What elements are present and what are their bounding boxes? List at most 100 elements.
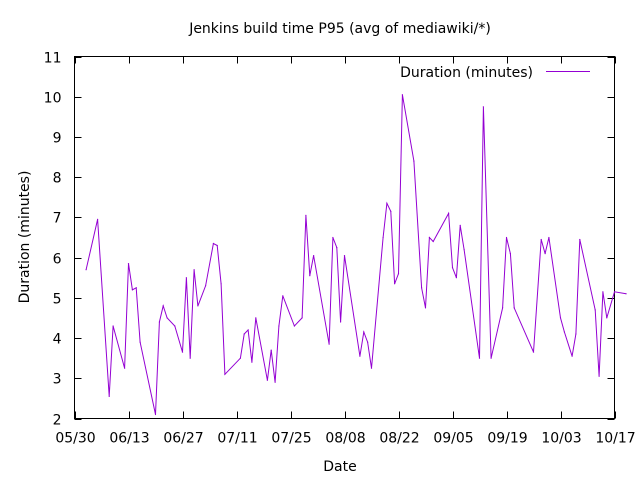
data-point [459,224,461,226]
data-point [247,329,249,331]
data-point [309,275,311,277]
data-point [532,351,535,353]
data-point [255,317,257,319]
data-point [212,242,214,245]
data-point [197,305,199,307]
data-point [185,277,187,279]
data-point [455,277,457,279]
x-tick-label: 05/30 [55,431,95,447]
y-axis: 2 3 4 5 6 7 8 9 10 11 [44,51,615,429]
data-point [305,214,307,216]
data-point [340,321,342,323]
data-point [313,255,315,257]
series-layer [85,94,627,416]
data-point [274,381,276,383]
data-point [509,253,511,255]
data-point [602,291,604,293]
data-point [359,355,361,357]
data-point [85,269,87,271]
data-point [394,283,396,285]
data-point [367,341,369,343]
data-point [386,202,388,204]
data-point [390,210,392,212]
x-tick-label: 09/19 [487,431,527,447]
data-point [463,249,465,251]
x-tick-label: 08/08 [325,431,365,447]
data-point [124,367,126,369]
y-tick-label: 10 [44,91,62,107]
data-point [181,351,184,353]
data-point [563,331,566,333]
x-axis: 05/30 06/13 06/27 07/11 07/25 08/08 08/22 09/05… [55,56,636,447]
data-point [328,343,330,345]
data-point [397,273,400,275]
x-axis-title: Date [323,459,356,475]
plot-area [74,56,615,419]
legend-label: Duration (minutes) [400,65,533,81]
data-point [193,269,195,271]
data-point [166,317,168,319]
x-tick-label: 10/03 [541,431,581,447]
data-point [513,307,515,309]
y-tick-label: 3 [53,372,62,388]
data-point [625,293,627,295]
data-point [270,349,272,351]
x-tick-label: 07/11 [217,431,257,447]
data-point [370,367,373,369]
data-point [428,236,430,239]
data-point [613,291,616,293]
data-point [127,263,130,265]
plot-frame [74,56,615,419]
data-point [559,317,562,319]
data-point [544,253,546,255]
data-point [482,106,484,108]
y-tick-label: 6 [53,252,62,268]
chart-title: Jenkins build time P95 (avg of mediawiki… [188,21,491,37]
data-point [266,379,268,381]
data-point [598,375,600,377]
y-tick-label: 5 [53,292,62,308]
data-point [108,395,110,397]
y-tick-label: 11 [44,51,62,67]
data-point [112,325,114,327]
data-point [401,94,403,96]
legend: Duration (minutes) [400,65,590,81]
data-point [243,333,245,335]
data-point [382,236,384,239]
data-point [220,283,222,285]
data-point [251,361,253,363]
y-tick-label: 4 [53,332,62,348]
data-point [154,413,157,416]
series-line-0 [85,94,627,415]
data-point [278,325,280,327]
y-tick-label: 9 [53,131,62,147]
data-point [216,244,218,247]
data-point [282,295,284,297]
data-point [97,218,99,220]
data-point [224,373,226,375]
data-point [162,305,164,307]
x-tick-label: 08/22 [379,431,419,447]
y-tick-label: 7 [53,211,62,227]
data-point [421,287,423,289]
data-point [478,357,481,359]
y-axis-title: Duration (minutes) [17,171,33,304]
data-point [606,317,608,319]
data-point [540,238,542,241]
x-tick-label: 07/25 [271,431,311,447]
data-point [205,285,207,287]
y-tick-label: 8 [53,171,62,187]
data-point [332,236,334,239]
data-point [505,236,508,239]
data-point [579,238,581,241]
data-point [571,355,573,357]
data-point [502,307,504,309]
data-point [336,247,338,249]
data-point [189,357,191,359]
data-point [575,333,577,335]
data-point [301,317,303,319]
data-point [451,267,454,269]
data-point [239,357,241,359]
x-tick-label: 06/13 [109,431,149,447]
